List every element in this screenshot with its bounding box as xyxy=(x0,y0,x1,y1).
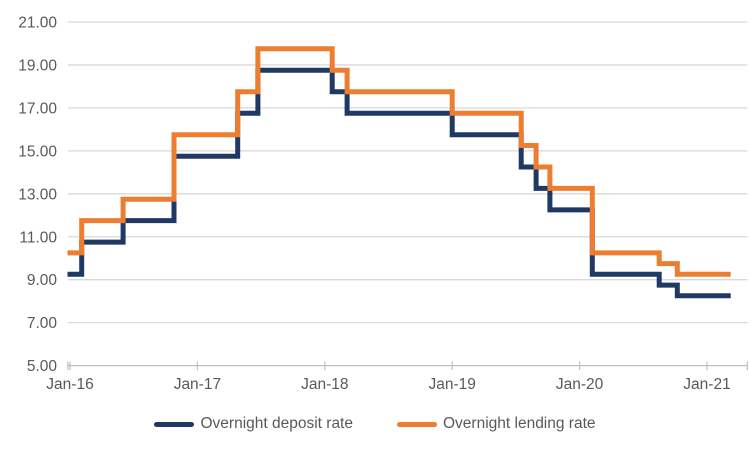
x-tick-label: Jan-16 xyxy=(46,376,93,393)
legend-label-deposit: Overnight deposit rate xyxy=(200,415,353,432)
y-tick-label: 7.00 xyxy=(27,315,58,332)
lending-rate-line xyxy=(67,46,731,277)
y-tick-label: 11.00 xyxy=(19,229,57,246)
x-tick-label: Jan-18 xyxy=(301,376,348,393)
y-tick-label: 5.00 xyxy=(27,358,58,375)
y-tick-label: 15.00 xyxy=(18,143,57,160)
x-tick-label: Jan-21 xyxy=(683,376,730,393)
y-tick-label: 19.00 xyxy=(18,57,57,74)
y-tick-label: 13.00 xyxy=(18,186,57,203)
y-tick-label: 9.00 xyxy=(27,272,58,289)
y-tick-label: 17.00 xyxy=(18,100,57,117)
x-tick-label: Jan-19 xyxy=(428,376,475,393)
x-tick-label: Jan-20 xyxy=(556,376,604,393)
x-tick-label: Jan-17 xyxy=(174,376,221,393)
deposit-line-swatch xyxy=(154,421,195,427)
chart-legend: Overnight deposit rate Overnight lending… xyxy=(0,411,750,437)
lending-line-swatch xyxy=(397,421,437,427)
legend-label-lending: Overnight lending rate xyxy=(443,415,596,432)
plot-area: 21.00 19.00 17.00 15.00 13.00 11.00 9.00 7.00 5.… xyxy=(18,15,748,393)
deposit-rate-line xyxy=(67,67,731,299)
legend-item-overnight-lending-rate: Overnight lending rate xyxy=(397,415,596,433)
y-tick-label: 21.00 xyxy=(18,15,57,32)
legend-item-overnight-deposit-rate: Overnight deposit rate xyxy=(154,415,353,433)
